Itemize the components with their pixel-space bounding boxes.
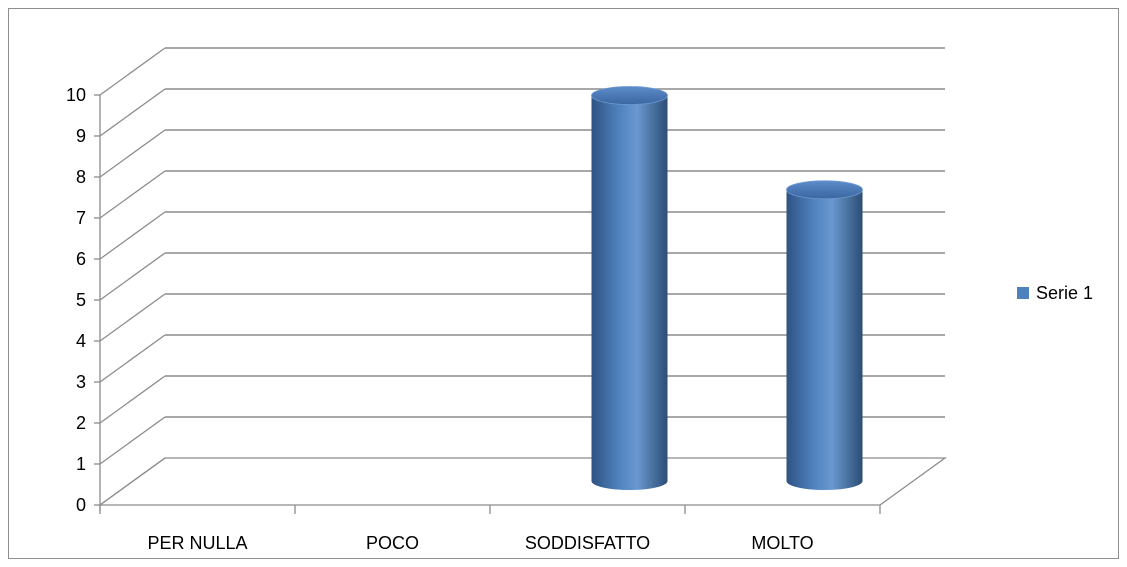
bar-molto bbox=[786, 180, 863, 491]
y-tick-label-10: 10 bbox=[66, 85, 86, 105]
x-tick-label-3: MOLTO bbox=[751, 533, 813, 553]
gridline-side-8 bbox=[99, 129, 166, 178]
y-tick-label-8: 8 bbox=[76, 167, 86, 187]
y-tick-label-0: 0 bbox=[76, 495, 86, 515]
y-tick-label-6: 6 bbox=[76, 249, 86, 269]
labels-layer: 0 1 2 3 4 5 6 7 8 9 10 PER NULLA POCO SODDISFATTO MOLT… bbox=[66, 85, 814, 553]
bar-cap-3 bbox=[786, 180, 863, 200]
gridline-side-1 bbox=[99, 416, 166, 465]
axis-layer bbox=[94, 94, 881, 514]
bars-layer bbox=[591, 86, 863, 491]
gridline-side-10 bbox=[99, 47, 166, 96]
gridline-side-7 bbox=[99, 170, 166, 219]
gridline-side-2 bbox=[99, 375, 166, 424]
gridline-side-9 bbox=[99, 88, 166, 137]
floor bbox=[97, 457, 948, 506]
y-tick-label-2: 2 bbox=[76, 413, 86, 433]
y-tick-label-9: 9 bbox=[76, 126, 86, 146]
legend-label-serie-1: Serie 1 bbox=[1036, 283, 1093, 303]
bar-cap-2 bbox=[591, 86, 668, 105]
gridline-side-6 bbox=[99, 211, 166, 260]
legend-swatch-serie-1 bbox=[1017, 287, 1029, 299]
gridline-side-4 bbox=[99, 293, 166, 342]
gridline-side-5 bbox=[99, 252, 166, 301]
y-tick-label-5: 5 bbox=[76, 290, 86, 310]
bar-body-3 bbox=[786, 189, 863, 491]
y-tick-label-1: 1 bbox=[76, 454, 86, 474]
bar-soddisfatto bbox=[591, 86, 668, 491]
y-tick-label-7: 7 bbox=[76, 208, 86, 228]
y-tick-label-4: 4 bbox=[76, 331, 86, 351]
y-tick-label-3: 3 bbox=[76, 372, 86, 392]
legend: Serie 1 bbox=[1017, 283, 1093, 303]
x-tick-label-2: SODDISFATTO bbox=[525, 533, 650, 553]
bar-body-2 bbox=[591, 95, 668, 491]
chart-frame bbox=[8, 8, 1119, 559]
x-tick-label-1: POCO bbox=[366, 533, 419, 553]
x-tick-label-0: PER NULLA bbox=[147, 533, 247, 553]
gridline-side-3 bbox=[99, 334, 166, 383]
